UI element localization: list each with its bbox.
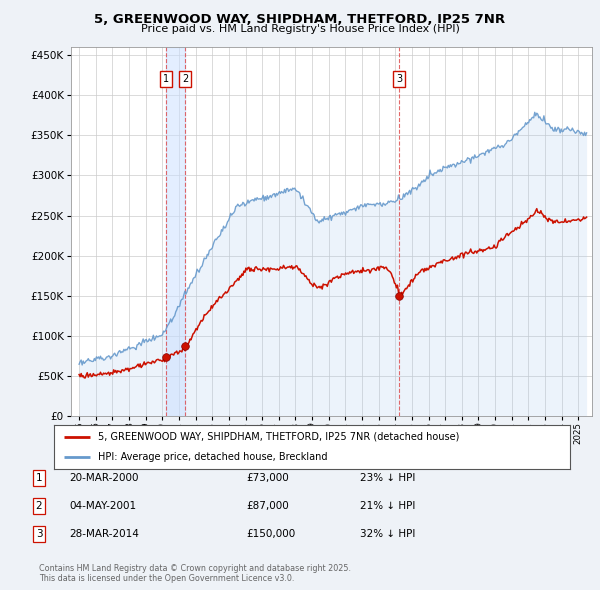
Text: HPI: Average price, detached house, Breckland: HPI: Average price, detached house, Brec… — [98, 452, 328, 462]
Text: 20-MAR-2000: 20-MAR-2000 — [69, 473, 139, 483]
Text: 5, GREENWOOD WAY, SHIPDHAM, THETFORD, IP25 7NR: 5, GREENWOOD WAY, SHIPDHAM, THETFORD, IP… — [94, 13, 506, 26]
Text: 2: 2 — [182, 74, 188, 84]
Text: £150,000: £150,000 — [246, 529, 295, 539]
Text: 1: 1 — [35, 473, 43, 483]
Text: Contains HM Land Registry data © Crown copyright and database right 2025.
This d: Contains HM Land Registry data © Crown c… — [39, 563, 351, 583]
Text: Price paid vs. HM Land Registry's House Price Index (HPI): Price paid vs. HM Land Registry's House … — [140, 24, 460, 34]
Text: 5, GREENWOOD WAY, SHIPDHAM, THETFORD, IP25 7NR (detached house): 5, GREENWOOD WAY, SHIPDHAM, THETFORD, IP… — [98, 432, 459, 442]
Text: 2: 2 — [35, 502, 43, 511]
Text: 32% ↓ HPI: 32% ↓ HPI — [360, 529, 415, 539]
Text: 28-MAR-2014: 28-MAR-2014 — [69, 529, 139, 539]
Bar — [166, 47, 185, 416]
Text: 1: 1 — [163, 74, 169, 84]
Text: 23% ↓ HPI: 23% ↓ HPI — [360, 473, 415, 483]
Text: 04-MAY-2001: 04-MAY-2001 — [69, 502, 136, 511]
Text: £87,000: £87,000 — [246, 502, 289, 511]
Text: 3: 3 — [35, 529, 43, 539]
Text: £73,000: £73,000 — [246, 473, 289, 483]
Text: 21% ↓ HPI: 21% ↓ HPI — [360, 502, 415, 511]
Text: 3: 3 — [396, 74, 403, 84]
